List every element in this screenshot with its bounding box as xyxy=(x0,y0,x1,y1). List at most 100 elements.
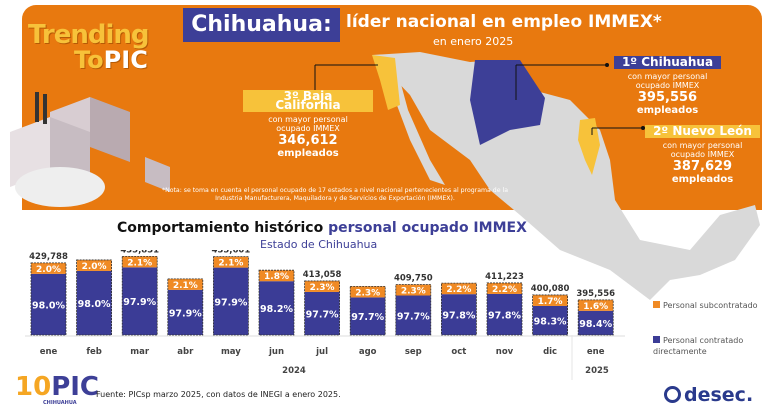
label-direct: 98.0% xyxy=(32,300,65,311)
month-label: ene xyxy=(40,347,58,357)
month-label: feb xyxy=(86,347,102,357)
bar-outline xyxy=(76,259,112,336)
callout-baja-california: 3º Baja California con mayor personal ocu… xyxy=(243,90,373,159)
bar-direct xyxy=(441,294,477,335)
bar-subcontracted xyxy=(167,278,203,290)
bar-direct xyxy=(167,289,203,335)
bar-direct xyxy=(350,297,386,335)
bar-subcontracted xyxy=(350,286,386,298)
label-subcontracted: 2.3% xyxy=(401,287,426,297)
label-subcontracted: 2.3% xyxy=(310,283,335,293)
10-anos-pic-logo: 10PIC CHIHUAHUA xyxy=(15,372,99,406)
label-direct: 97.7% xyxy=(351,312,384,323)
bar-subcontracted xyxy=(122,256,158,268)
label-direct: 97.8% xyxy=(442,311,475,322)
label-subcontracted: 2.2% xyxy=(492,285,517,295)
total-label: 400,080 xyxy=(531,284,570,294)
chihuahua-state xyxy=(470,60,545,145)
bar-outline xyxy=(349,286,386,336)
source-text: Fuente: PICsp marzo 2025, con datos de I… xyxy=(96,390,341,399)
bar-subcontracted xyxy=(532,294,568,306)
month-label: dic xyxy=(543,347,557,357)
month-label: ago xyxy=(359,347,377,357)
month-label: may xyxy=(221,347,241,357)
bar-subcontracted xyxy=(578,299,614,311)
nuevo-leon-state xyxy=(578,118,600,175)
page-subtitle: en enero 2025 xyxy=(433,35,514,48)
label-subcontracted: 2.1% xyxy=(127,258,152,268)
bar-subcontracted xyxy=(213,256,249,268)
callout-nuevo-leon: 2º Nuevo León con mayor personal ocupado … xyxy=(640,125,765,185)
legend-direct: Personal contratado directamente xyxy=(653,336,744,356)
total-label: 435,831 xyxy=(120,250,159,255)
bar-direct xyxy=(304,291,340,335)
bar-subcontracted xyxy=(441,283,477,295)
bar-subcontracted xyxy=(259,270,294,282)
bar-subcontracted xyxy=(76,259,112,271)
footnote: *Nota: se toma en cuenta el personal ocu… xyxy=(161,187,509,202)
bar-direct xyxy=(532,305,568,335)
bar-subcontracted xyxy=(487,282,522,294)
bar-direct xyxy=(213,267,249,335)
label-subcontracted: 2.0% xyxy=(82,262,107,272)
total-label: 395,556 xyxy=(576,289,615,299)
callout-chihuahua: 1º Chihuahua con mayor personal ocupado I… xyxy=(610,56,725,116)
page-title: líder nacional en empleo IMMEX* xyxy=(346,12,662,32)
bar-outline xyxy=(440,282,477,336)
total-label: 435,601 xyxy=(212,250,251,256)
bar-outline xyxy=(304,280,341,336)
label-direct: 97.7% xyxy=(397,311,430,322)
bar-outline xyxy=(212,256,249,336)
label-direct: 97.9% xyxy=(214,297,247,308)
label-subcontracted: 1.8% xyxy=(264,272,289,282)
label-direct: 97.8% xyxy=(488,310,521,321)
bar-outline xyxy=(30,262,67,336)
month-label: oct xyxy=(451,347,466,357)
baja-california-state xyxy=(372,55,400,110)
bar-outline xyxy=(486,282,523,336)
desec-logo: desec. xyxy=(664,384,753,406)
total-label: 411,223 xyxy=(485,272,524,282)
bar-direct xyxy=(76,270,112,335)
label-direct: 97.9% xyxy=(123,297,156,308)
bar-direct xyxy=(259,281,294,335)
bar-outline xyxy=(258,269,295,336)
label-subcontracted: 2.1% xyxy=(173,281,198,291)
month-label: jun xyxy=(268,347,284,357)
label-subcontracted: 2.1% xyxy=(218,259,243,269)
label-subcontracted: 2.3% xyxy=(355,288,380,298)
trending-topic-logo: Trending ToPIC xyxy=(28,20,149,74)
bar-outline xyxy=(395,284,432,336)
total-label: 409,750 xyxy=(394,274,433,284)
month-label: sep xyxy=(405,347,422,357)
factory-illustration xyxy=(10,92,170,207)
year-label-2025: 2025 xyxy=(585,366,609,376)
label-direct: 97.7% xyxy=(306,309,339,320)
legend-swatch xyxy=(653,336,660,343)
label-subcontracted: 2.0% xyxy=(36,265,61,275)
label-subcontracted: 1.7% xyxy=(538,297,563,307)
month-label: nov xyxy=(496,347,514,357)
bar-subcontracted xyxy=(304,280,340,292)
legend-subcontracted: Personal subcontratado xyxy=(653,300,758,311)
bar-outline xyxy=(532,294,568,336)
label-subcontracted: 1.6% xyxy=(583,302,608,312)
bar-outline xyxy=(577,299,614,336)
bar-subcontracted xyxy=(31,262,66,274)
month-label: abr xyxy=(177,347,194,357)
year-label-2024: 2024 xyxy=(282,366,306,376)
title-highlight: Chihuahua: xyxy=(183,8,340,42)
total-label: 413,058 xyxy=(303,270,342,280)
month-label: ene xyxy=(587,347,605,357)
bar-direct xyxy=(487,293,522,335)
month-label: jul xyxy=(315,347,328,357)
month-label: mar xyxy=(130,347,150,357)
label-direct: 98.0% xyxy=(78,299,111,310)
bar-chart: 2.0% 98.0% 429,788 ene 2.0% 98.0% feb 2.1% 97.9%… xyxy=(25,250,625,380)
bar-direct xyxy=(122,267,158,335)
bar-direct xyxy=(578,310,614,335)
bar-direct xyxy=(395,295,431,335)
label-direct: 98.4% xyxy=(579,319,612,330)
bar-direct xyxy=(31,273,66,335)
